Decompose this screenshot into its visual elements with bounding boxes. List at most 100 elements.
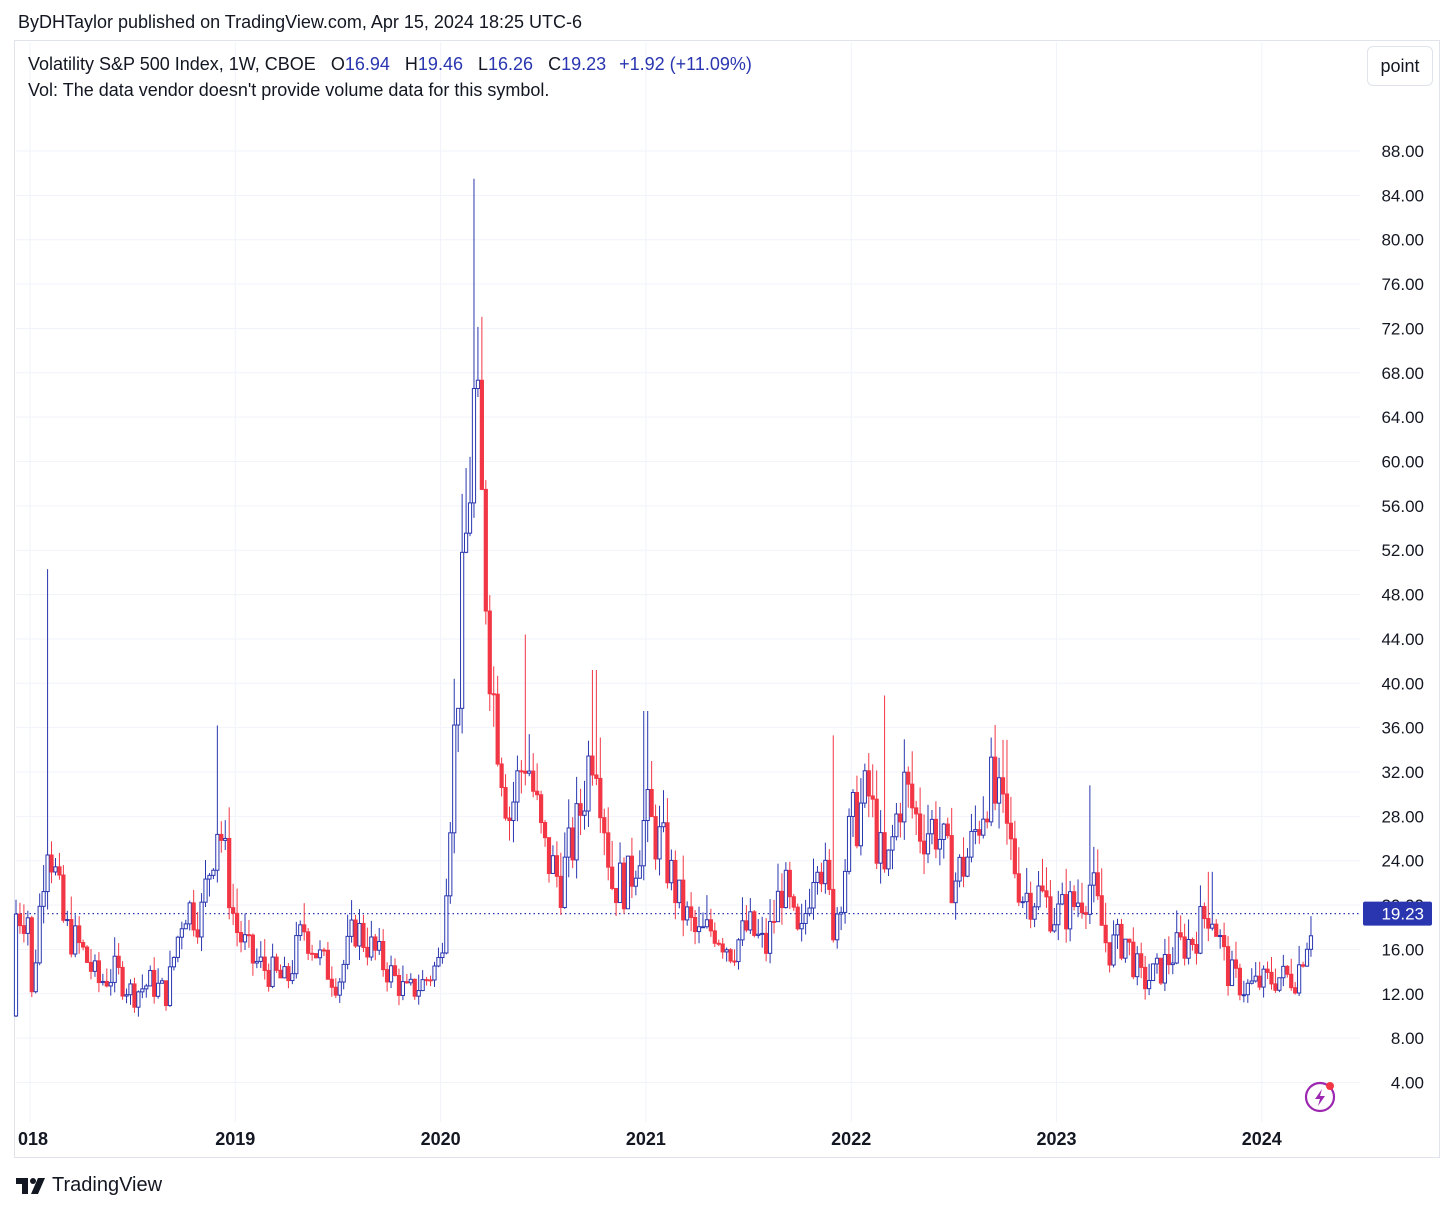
candle-body [977,829,982,836]
candle-body [744,920,749,931]
candle-body [1158,957,1164,984]
y-tick-label: 80.00 [1381,231,1424,250]
candle-body [1103,924,1108,944]
candle-body [1060,894,1065,905]
candle-body [167,966,173,1007]
candle-body [823,859,828,885]
candle-body [854,791,860,847]
candle-body [1032,906,1037,920]
candle-body [1214,923,1219,937]
candle-body [148,969,153,987]
candle-body [388,965,394,983]
candle-body [981,818,986,836]
candle-body [199,901,204,938]
candle-body [61,874,66,921]
y-tick-label: 88.00 [1381,142,1424,161]
symbol-legend: Volatility S&P 500 Index, 1W, CBOE O16.9… [28,54,752,75]
candle-body [1020,901,1025,904]
candle-body [538,794,544,824]
last-price-badge-bg [1363,901,1432,926]
candle-body [1162,954,1167,984]
candle-body [874,798,879,864]
candle-body [562,856,567,908]
candle-body [432,965,437,981]
candle-body [1198,906,1203,954]
candle-body [669,859,674,884]
candle-body [649,789,654,818]
candle-body [321,949,327,952]
candle-body [1111,934,1116,966]
candle-body [479,379,484,490]
candle-body [41,891,46,907]
tradingview-logo[interactable]: TradingView [16,1174,162,1197]
last-price-badge: 19.23 [1363,901,1432,926]
candle-body [140,988,145,993]
candle-body [120,966,125,997]
candle-body [989,756,994,823]
y-axis-labels: 88.00 84.00 80.00 76.00 72.00 68.00 64.00 60.00… [1381,142,1424,1093]
candle-body [1154,957,1160,965]
candle-body [1265,968,1270,973]
y-tick-label: 56.00 [1381,497,1424,516]
candle-body [1253,975,1258,982]
candle-body [112,955,117,983]
candle-body [610,866,615,889]
y-tick-label: 40.00 [1381,674,1424,693]
candle-body [250,934,255,964]
candle-body [329,978,334,988]
y-tick-label: 8.00 [1391,1029,1424,1048]
candle-body [1143,966,1148,990]
candle-body [716,942,721,945]
candle-body [1182,936,1187,959]
candle-body [700,926,706,929]
candle-body [187,902,192,925]
candle-body [696,926,702,933]
candle-body [921,840,927,855]
candle-body [353,919,358,947]
candle-body [1225,946,1231,987]
candle-body [499,763,504,789]
candle-body [25,917,30,934]
candle-body [811,881,816,909]
candle-body [807,907,812,915]
candle-body [73,925,78,955]
candle-body [760,932,765,935]
candle-body [242,934,248,943]
candle-body [392,965,398,976]
candle-body [1052,924,1057,932]
candle-body [116,955,121,968]
candle-body [448,832,453,897]
candle-body [535,790,540,796]
candle-body [156,982,161,997]
candle-body [582,810,587,816]
candle-body [337,981,342,996]
replay-icon[interactable] [1304,1081,1336,1113]
candle-body [637,865,642,879]
scale-mode-button[interactable]: point [1367,46,1433,86]
candle-body [803,913,808,924]
candle-body [69,919,74,955]
candle-body [606,832,611,868]
candle-body [1087,884,1092,915]
candle-body [345,935,350,965]
candle-body [1036,885,1041,908]
candle-body [1170,962,1175,966]
candle-body [602,817,607,834]
candle-body [1304,948,1310,967]
candle-body [270,956,275,987]
candle-body [732,960,737,963]
candle-body [985,818,990,823]
candle-body [1071,891,1077,907]
candle-body [1257,975,1262,988]
candle-body [1202,906,1207,920]
candle-body [53,866,58,873]
candle-body [1285,965,1290,975]
candle-body [827,859,832,890]
candle-body [791,896,796,908]
candle-body [1123,938,1128,959]
candle-body [692,917,698,933]
low-value: 16.26 [488,54,534,74]
candle-body [231,907,236,914]
candle-body [1194,944,1199,954]
